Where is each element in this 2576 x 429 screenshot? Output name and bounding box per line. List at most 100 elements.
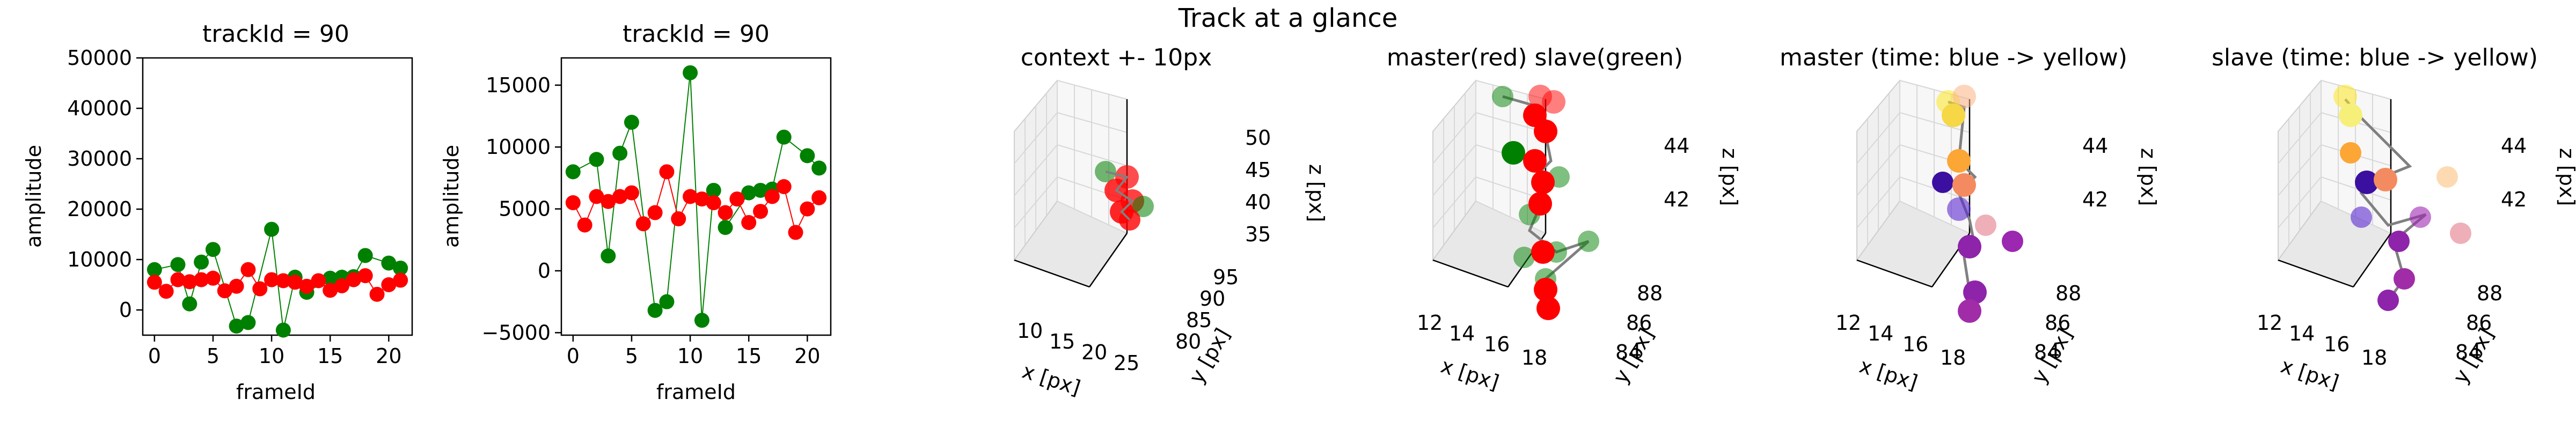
panel-3-xticklabel: 10 bbox=[1017, 319, 1043, 343]
data-point-red bbox=[800, 201, 815, 217]
x-tick-label: 20 bbox=[794, 344, 820, 368]
y-tick-label: 15000 bbox=[486, 73, 551, 97]
data-point-green bbox=[741, 185, 757, 201]
panel-3-path bbox=[1105, 171, 1135, 221]
panel-3-title: context +- 10px bbox=[1021, 44, 1212, 71]
panel-3-zticklabel: 50 bbox=[1245, 126, 1271, 150]
data-point-green bbox=[718, 220, 733, 235]
panel-4-point bbox=[1534, 278, 1557, 301]
data-point-red bbox=[346, 272, 361, 287]
data-point-green bbox=[381, 255, 397, 271]
data-point-green bbox=[624, 115, 639, 130]
panel-5-zticklabel: 44 bbox=[2082, 134, 2108, 158]
data-point-green bbox=[601, 248, 616, 264]
data-point-red bbox=[357, 268, 373, 284]
data-point-red bbox=[205, 270, 221, 286]
data-point-red bbox=[729, 191, 745, 207]
data-point-green bbox=[706, 182, 721, 198]
data-point-green bbox=[240, 315, 256, 330]
panel-4-point bbox=[1513, 247, 1535, 268]
data-point-red bbox=[393, 272, 408, 288]
data-point-green bbox=[194, 254, 209, 270]
x-tick-label: 0 bbox=[567, 344, 580, 368]
panel-6-yticklabel: 86 bbox=[2466, 311, 2492, 335]
panel-5-yticklabel: 84 bbox=[2034, 341, 2060, 364]
data-point-red bbox=[683, 189, 698, 204]
panel-5-zlabel: z [px] bbox=[2136, 148, 2160, 206]
panel-5-point bbox=[1975, 214, 1996, 236]
panel-3-xticklabel: 25 bbox=[1114, 351, 1139, 375]
panel-6-zticklabel: 42 bbox=[2501, 188, 2527, 211]
data-point-green bbox=[800, 148, 815, 164]
panel-4-xticklabel: 14 bbox=[1449, 322, 1475, 345]
panel-4-title: master(red) slave(green) bbox=[1387, 44, 1683, 71]
x-tick-label: 20 bbox=[376, 344, 401, 368]
data-point-red bbox=[240, 262, 256, 277]
panel-6-path bbox=[2344, 98, 2427, 301]
panel-1-xlabel: frameId bbox=[236, 380, 316, 404]
panel-4-point bbox=[1542, 90, 1565, 114]
panel-1-ylabel: amplitude bbox=[22, 145, 46, 248]
panel-4-zlabel: z [px] bbox=[1718, 148, 1741, 206]
panel-2-xlabel: frameId bbox=[656, 380, 736, 404]
data-point-red bbox=[194, 272, 209, 287]
data-point-green bbox=[776, 129, 792, 145]
data-point-red bbox=[369, 286, 385, 302]
panel-6-point bbox=[2355, 171, 2379, 194]
panel-4-point bbox=[1492, 86, 1513, 107]
panel-3-xticklabel: 20 bbox=[1081, 341, 1107, 364]
data-point-green bbox=[811, 160, 827, 176]
panel-4-xticklabel: 16 bbox=[1484, 332, 1510, 356]
data-point-red bbox=[229, 278, 244, 294]
panel-5-xticklabel: 12 bbox=[1835, 311, 1861, 335]
panel-4-yticklabel: 86 bbox=[1626, 311, 1652, 335]
panel-6-zlabel: z [px] bbox=[2555, 148, 2576, 206]
data-point-red bbox=[252, 281, 268, 297]
data-point-red bbox=[753, 204, 769, 219]
panel-5-point bbox=[1952, 173, 1976, 197]
data-point-green bbox=[182, 296, 197, 312]
panel-5-point bbox=[1958, 299, 1981, 323]
data-point-green bbox=[694, 313, 709, 328]
panel-1-ticks: 0 5 10 15 20 0 10000 20000 30000 40000 50000 bbox=[67, 46, 401, 368]
data-point-red bbox=[158, 284, 174, 299]
panel-6-yticklabel: 88 bbox=[2477, 282, 2502, 305]
panel-6-point bbox=[2450, 223, 2471, 244]
data-point-red bbox=[659, 164, 675, 180]
data-point-red bbox=[741, 214, 757, 230]
data-point-red bbox=[671, 211, 686, 227]
y-tick-label: 0 bbox=[119, 298, 132, 322]
data-point-red bbox=[788, 225, 803, 240]
data-point-red bbox=[589, 189, 604, 204]
data-point-green bbox=[275, 322, 291, 338]
panel-4-xlabel: x [px] bbox=[1438, 354, 1502, 395]
y-tick-label: 30000 bbox=[67, 147, 132, 171]
y-tick-label: 10000 bbox=[486, 135, 551, 159]
x-tick-label: 15 bbox=[736, 344, 762, 368]
data-point-green bbox=[357, 248, 373, 263]
panel-3-zticklabel: 35 bbox=[1245, 223, 1271, 246]
data-point-green bbox=[565, 164, 581, 180]
x-tick-label: 10 bbox=[259, 344, 284, 368]
x-tick-label: 0 bbox=[148, 344, 161, 368]
panel-3-zlabel: z [px] bbox=[1305, 164, 1328, 222]
data-point-red bbox=[718, 205, 733, 220]
y-tick-label: 40000 bbox=[67, 97, 132, 120]
y-tick-label: −5000 bbox=[481, 321, 551, 344]
panel-4-xticklabel: 12 bbox=[1417, 311, 1443, 335]
data-point-red bbox=[299, 278, 314, 294]
panel-6-point bbox=[2388, 231, 2410, 252]
data-point-red bbox=[147, 275, 162, 290]
panel-6-point bbox=[2377, 290, 2399, 311]
data-point-green bbox=[753, 182, 769, 198]
y-tick-label: 0 bbox=[538, 259, 551, 283]
panel-6-point bbox=[2436, 166, 2458, 188]
panel-1-marks bbox=[147, 221, 408, 338]
panel-5-point bbox=[1932, 172, 1953, 193]
panel-6-xticklabel: 16 bbox=[2324, 332, 2350, 356]
panel-6-xticklabel: 12 bbox=[2257, 311, 2282, 335]
panel-5-yticklabel: 86 bbox=[2045, 311, 2070, 335]
panel-3-zticklabel: 45 bbox=[1245, 158, 1271, 182]
panel-5-point bbox=[1947, 149, 1971, 173]
